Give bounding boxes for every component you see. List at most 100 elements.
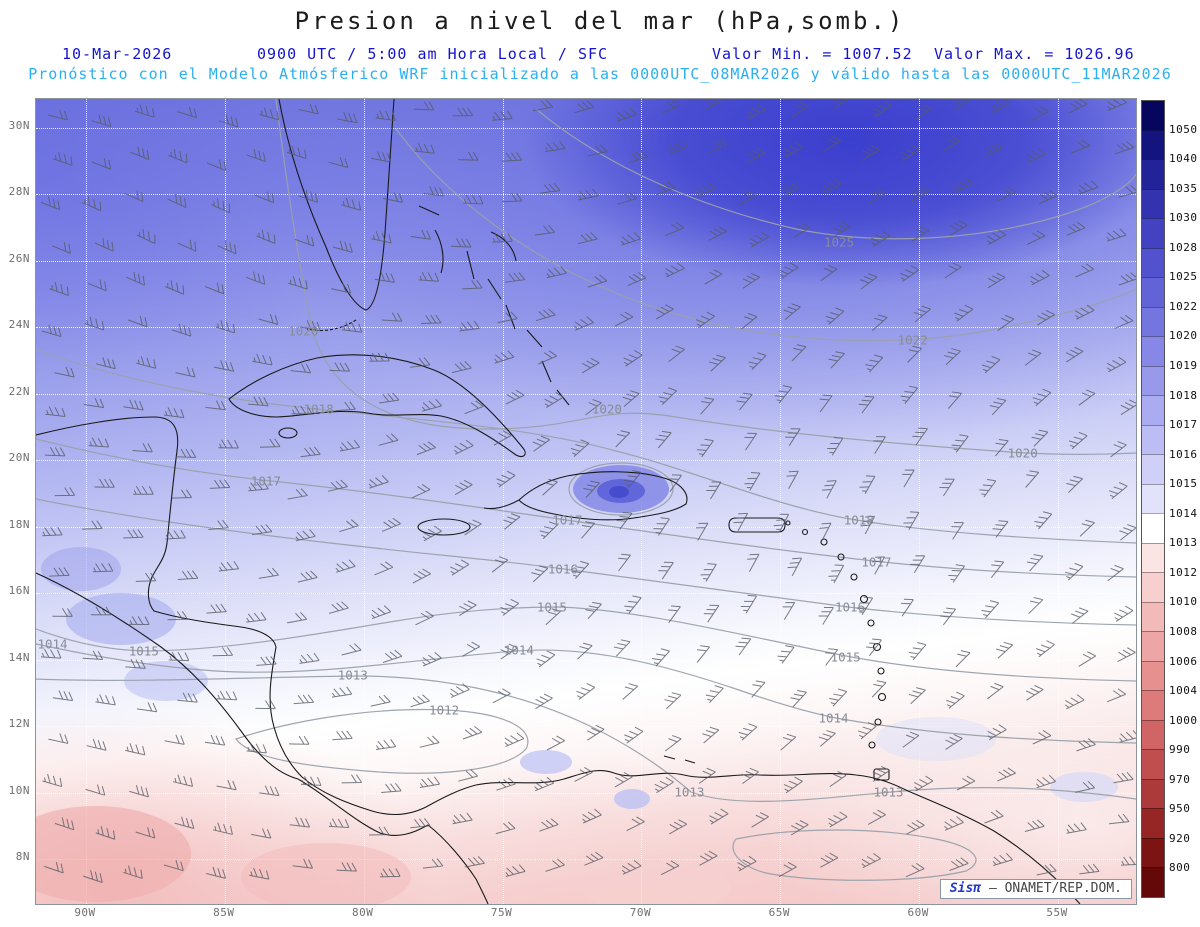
wind-barb (944, 262, 962, 279)
wind-barb (622, 683, 639, 700)
wind-barb (825, 307, 845, 325)
min-value-label: Valor Min. = 1007.52 (712, 45, 913, 63)
wind-barb (828, 351, 845, 369)
wind-barb (411, 483, 431, 499)
wind-barb (331, 686, 353, 698)
wind-barb (746, 104, 767, 121)
wind-barb (167, 193, 187, 208)
wind-barb (654, 777, 674, 794)
wind-barb (900, 385, 918, 404)
wind-barb (900, 265, 920, 282)
colorbar-labels: 1050 1040 1035 1030 1028 1025 1022 1020 1019 1018… (1169, 100, 1200, 898)
wind-barb (40, 648, 62, 659)
wind-barb (944, 816, 964, 831)
isobar-label: 1020 (1007, 445, 1038, 461)
wind-barb (1106, 688, 1126, 703)
lat-axis-label: 26N (8, 251, 30, 265)
wind-barb (535, 308, 556, 322)
wind-barb (574, 767, 593, 782)
wind-barb (177, 570, 199, 580)
wind-barb (783, 141, 804, 158)
wind-barb (665, 222, 685, 237)
wind-barb (738, 190, 757, 206)
wind-barb (215, 320, 236, 334)
wind-barb (491, 556, 509, 573)
grid-line-horizontal (36, 659, 1136, 661)
wind-barb (911, 226, 930, 242)
colorbar-block (1142, 867, 1164, 897)
wind-barb (336, 862, 357, 872)
grid-line-vertical (1058, 99, 1060, 904)
wind-barb (948, 391, 962, 409)
wind-barb (708, 138, 727, 154)
wind-barb (341, 643, 362, 656)
wind-barb (1114, 141, 1135, 155)
wind-barb (218, 560, 240, 572)
wind-barb (818, 730, 836, 747)
wind-barb (542, 478, 558, 496)
wind-barb (902, 731, 920, 748)
wind-barb (536, 650, 556, 668)
wind-barb (783, 303, 801, 320)
wind-barb (175, 448, 197, 458)
wind-barb (979, 478, 997, 498)
forecast-meta-line: 10-Mar-2026 0900 UTC / 5:00 am Hora Loca… (0, 45, 1200, 63)
colorbar-tick-label: 1050 (1169, 122, 1198, 136)
wind-barb (335, 559, 356, 573)
wind-barb (163, 860, 184, 872)
wind-barb (860, 515, 876, 535)
map-overlay (36, 99, 1136, 904)
wind-barb (412, 568, 431, 584)
wind-barb (504, 272, 526, 283)
wind-barb (740, 313, 758, 330)
wind-barb (1037, 310, 1055, 326)
wind-barb (1032, 388, 1052, 407)
wind-barb (175, 366, 196, 378)
wind-barb (328, 818, 350, 828)
colorbar-block (1142, 336, 1164, 366)
wind-barb (177, 106, 198, 119)
wind-barb (956, 775, 976, 791)
wind-barb (1107, 99, 1127, 111)
wind-barb (532, 435, 550, 452)
wind-barb (1065, 346, 1084, 363)
wind-barb (165, 280, 185, 295)
wind-barb (862, 145, 880, 161)
isobar-label: 1017 (250, 473, 281, 489)
isobar-label: 1015 (830, 649, 861, 665)
wind-barb (458, 151, 479, 161)
colorbar-block (1142, 601, 1164, 632)
wind-barb (410, 357, 431, 368)
wind-barb (91, 114, 112, 128)
wind-barb (991, 560, 1005, 579)
wind-barb (1106, 356, 1127, 373)
wind-barb (493, 430, 512, 446)
wind-barb (655, 430, 672, 449)
colorbar-tick-label: 1004 (1169, 684, 1198, 698)
wind-barb (740, 594, 757, 614)
wind-barb (867, 188, 886, 205)
lat-axis-label: 8N (15, 849, 30, 863)
wind-barb (992, 852, 1013, 866)
wind-barb (171, 323, 192, 337)
wind-barb (624, 595, 642, 614)
wind-barb (458, 769, 478, 782)
wind-barb (49, 567, 70, 577)
wind-barb (82, 196, 102, 212)
wind-barb (1120, 856, 1136, 866)
wind-barb (419, 735, 440, 748)
wind-barb (949, 857, 969, 871)
wind-barb (997, 314, 1015, 332)
wind-barb (534, 224, 555, 236)
wind-barb (819, 394, 833, 413)
wind-barb (628, 150, 649, 164)
wind-barb (576, 682, 596, 700)
wind-barb (984, 142, 1003, 158)
wind-barbs (40, 99, 1136, 883)
wind-barb (577, 232, 598, 245)
wind-barb (901, 598, 914, 617)
wind-barb (410, 694, 430, 708)
wind-barb (371, 605, 392, 620)
wind-barb (454, 439, 474, 455)
wind-barb (705, 685, 724, 704)
